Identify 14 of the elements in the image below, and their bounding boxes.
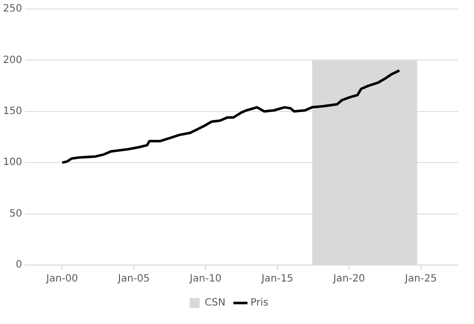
- y-tick-label: 150: [2, 106, 22, 117]
- legend-label: Pris: [250, 298, 268, 309]
- x-tick-label: Jan-05: [117, 274, 150, 285]
- x-tick-label: Jan-10: [188, 274, 222, 285]
- x-tick-label: Jan-20: [332, 274, 366, 285]
- x-tick-label: Jan-25: [404, 274, 437, 285]
- legend-label: CSN: [204, 298, 226, 309]
- x-tick-label: Jan-15: [260, 274, 294, 285]
- y-tick-label: 100: [2, 157, 22, 168]
- y-tick-label: 0: [16, 260, 22, 271]
- y-tick-label: 250: [2, 4, 22, 15]
- x-tick-label: Jan-00: [45, 274, 78, 285]
- y-tick-label: 200: [2, 54, 22, 66]
- y-tick-label: 50: [9, 208, 22, 220]
